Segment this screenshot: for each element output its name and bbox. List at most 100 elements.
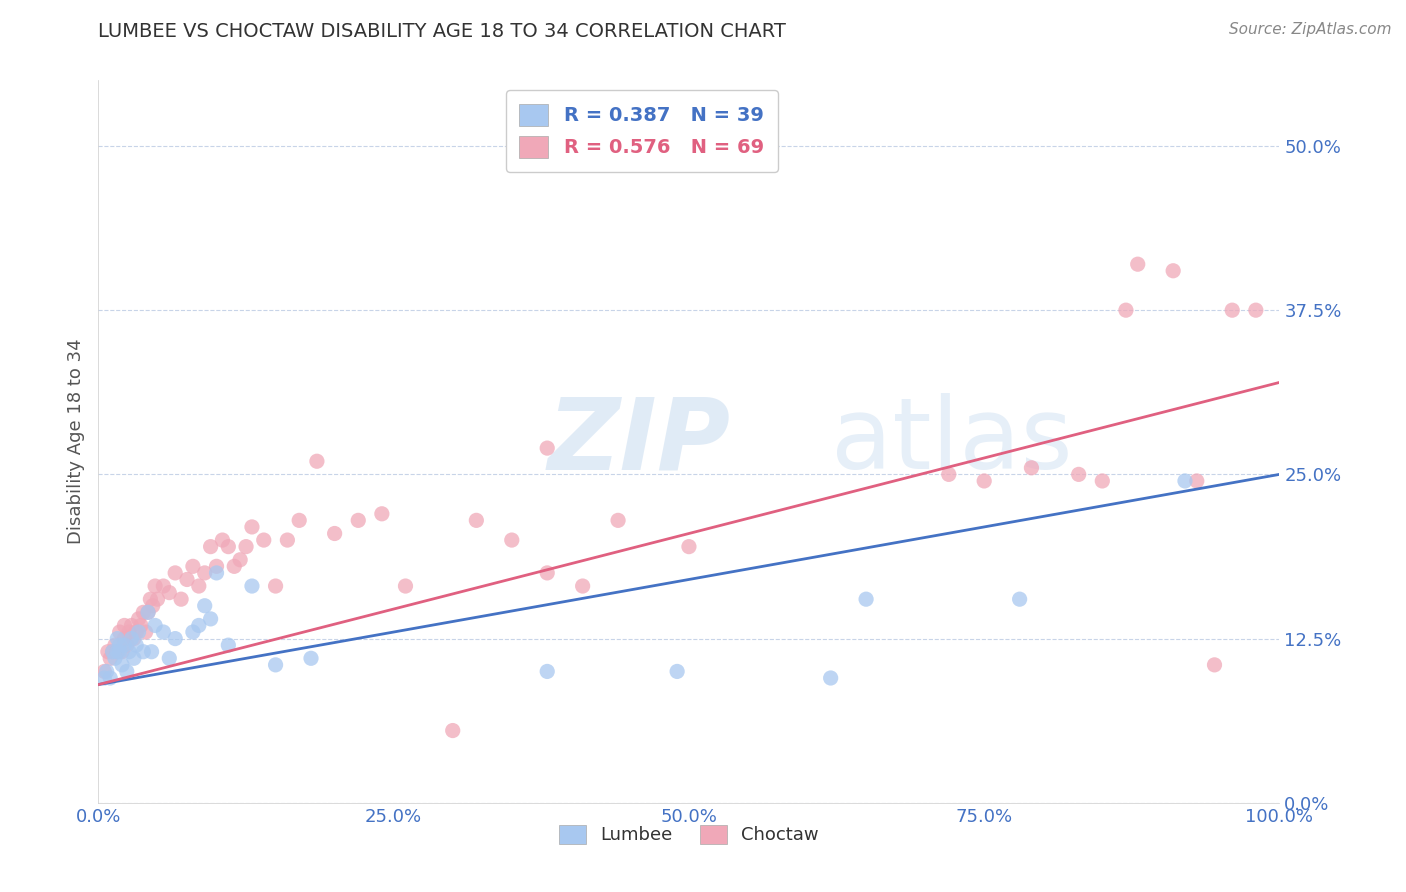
- Point: [96, 665, 118, 679]
- Point: [229, 553, 252, 567]
- Point: [323, 526, 346, 541]
- Point: [170, 592, 193, 607]
- Point: [1008, 592, 1031, 607]
- Point: [1126, 257, 1149, 271]
- Point: [235, 540, 257, 554]
- Point: [135, 625, 157, 640]
- Point: [105, 632, 128, 646]
- Point: [211, 533, 233, 547]
- Legend: Lumbee, Choctaw: Lumbee, Choctaw: [551, 818, 827, 852]
- Point: [1174, 474, 1197, 488]
- Point: [132, 645, 155, 659]
- Point: [194, 599, 217, 613]
- Point: [181, 625, 204, 640]
- Point: [136, 605, 159, 619]
- Point: [501, 533, 523, 547]
- Text: Source: ZipAtlas.com: Source: ZipAtlas.com: [1229, 22, 1392, 37]
- Point: [111, 657, 134, 672]
- Point: [181, 559, 204, 574]
- Point: [187, 618, 209, 632]
- Point: [101, 645, 124, 659]
- Text: ZIP: ZIP: [547, 393, 730, 490]
- Point: [200, 612, 222, 626]
- Point: [121, 618, 143, 632]
- Point: [1185, 474, 1208, 488]
- Point: [112, 638, 135, 652]
- Point: [143, 618, 166, 632]
- Point: [305, 454, 328, 468]
- Point: [98, 671, 121, 685]
- Point: [855, 592, 877, 607]
- Y-axis label: Disability Age 18 to 34: Disability Age 18 to 34: [66, 339, 84, 544]
- Point: [136, 605, 159, 619]
- Point: [240, 520, 263, 534]
- Point: [264, 579, 287, 593]
- Point: [132, 605, 155, 619]
- Point: [1204, 657, 1226, 672]
- Point: [394, 579, 416, 593]
- Point: [104, 638, 127, 652]
- Text: LUMBEE VS CHOCTAW DISABILITY AGE 18 TO 34 CORRELATION CHART: LUMBEE VS CHOCTAW DISABILITY AGE 18 TO 3…: [98, 22, 786, 41]
- Point: [1161, 264, 1184, 278]
- Point: [121, 632, 143, 646]
- Point: [276, 533, 298, 547]
- Point: [157, 651, 180, 665]
- Point: [571, 579, 593, 593]
- Point: [143, 579, 166, 593]
- Point: [101, 645, 124, 659]
- Point: [125, 638, 148, 652]
- Point: [288, 513, 311, 527]
- Point: [347, 513, 370, 527]
- Point: [264, 657, 287, 672]
- Point: [122, 651, 145, 665]
- Text: atlas: atlas: [831, 393, 1073, 490]
- Point: [678, 540, 700, 554]
- Point: [205, 559, 228, 574]
- Point: [938, 467, 960, 482]
- Point: [205, 566, 228, 580]
- Point: [157, 585, 180, 599]
- Point: [93, 665, 115, 679]
- Point: [152, 579, 174, 593]
- Point: [1067, 467, 1090, 482]
- Point: [108, 625, 131, 640]
- Point: [115, 638, 138, 652]
- Point: [142, 599, 165, 613]
- Point: [118, 625, 141, 640]
- Point: [122, 632, 145, 646]
- Point: [104, 651, 127, 665]
- Point: [139, 592, 162, 607]
- Point: [666, 665, 689, 679]
- Point: [200, 540, 222, 554]
- Point: [105, 645, 128, 659]
- Point: [820, 671, 842, 685]
- Point: [128, 612, 150, 626]
- Point: [129, 618, 152, 632]
- Point: [536, 566, 558, 580]
- Point: [98, 651, 121, 665]
- Point: [176, 573, 198, 587]
- Point: [1244, 303, 1267, 318]
- Point: [93, 671, 115, 685]
- Point: [115, 665, 138, 679]
- Point: [536, 441, 558, 455]
- Point: [125, 625, 148, 640]
- Point: [108, 645, 131, 659]
- Point: [299, 651, 322, 665]
- Point: [108, 638, 131, 652]
- Point: [118, 645, 141, 659]
- Point: [217, 638, 239, 652]
- Point: [1220, 303, 1243, 318]
- Point: [536, 665, 558, 679]
- Point: [128, 625, 150, 640]
- Point: [441, 723, 464, 738]
- Point: [240, 579, 263, 593]
- Point: [224, 559, 246, 574]
- Point: [146, 592, 169, 607]
- Point: [465, 513, 488, 527]
- Point: [152, 625, 174, 640]
- Point: [217, 540, 239, 554]
- Point: [1021, 460, 1043, 475]
- Point: [253, 533, 276, 547]
- Point: [165, 566, 187, 580]
